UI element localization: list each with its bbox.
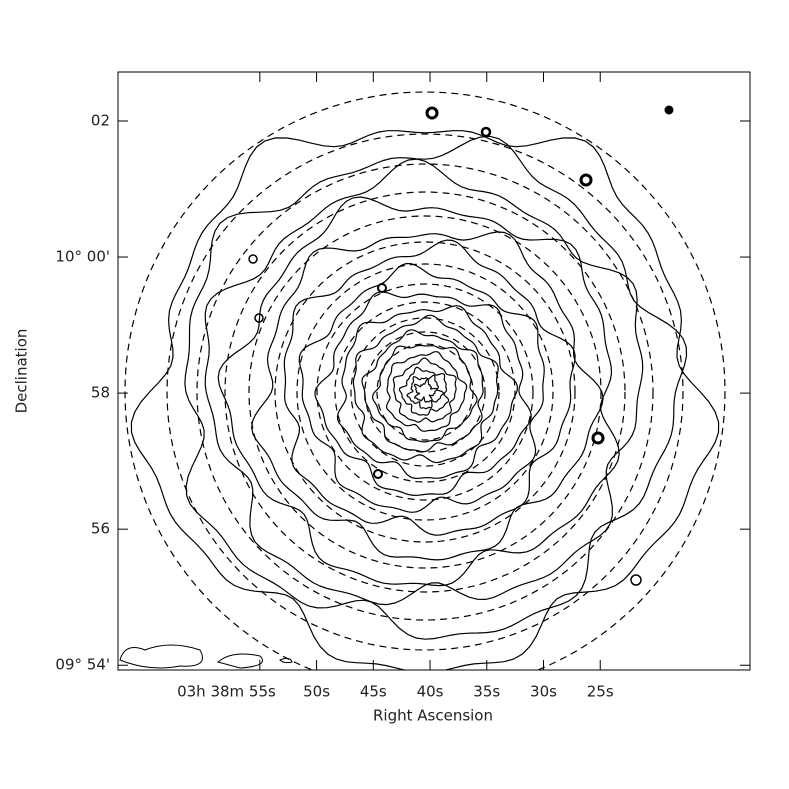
data-contour (352, 314, 499, 464)
data-contour (406, 374, 445, 410)
x-tick-label: 25s (587, 683, 614, 701)
data-contour (217, 196, 620, 587)
data-contour (204, 158, 644, 606)
source (254, 313, 264, 323)
source (373, 469, 383, 479)
y-tick-label: 09° 54' (55, 656, 110, 674)
model-contour (376, 343, 474, 441)
model-contour (274, 241, 576, 543)
model-contour (196, 163, 654, 621)
y-tick-label: 02 (91, 111, 110, 129)
x-tick-label: 03h 38m 55s (177, 683, 276, 701)
data-contour (371, 344, 478, 443)
x-tick-label: 30s (530, 683, 557, 701)
source (248, 254, 258, 264)
model-contour (224, 191, 626, 593)
model-contour (334, 301, 516, 483)
data-contour (314, 291, 532, 497)
model-contour (124, 91, 726, 670)
edge-noise (119, 644, 293, 669)
source (591, 431, 605, 445)
source (630, 574, 642, 586)
y-tick-label: 10° 00' (55, 248, 110, 266)
model-contour (248, 215, 602, 569)
source (425, 106, 439, 120)
y-tick-label: 58 (91, 384, 110, 402)
data-contour (283, 239, 576, 536)
plot-frame (117, 71, 751, 671)
data-contour (413, 378, 438, 403)
model-contour (296, 263, 554, 521)
source (579, 173, 593, 187)
data-contour (336, 305, 519, 480)
data-contour (251, 231, 604, 561)
data-contour (184, 135, 688, 640)
y-tick-label: 56 (91, 520, 110, 538)
point-sources (119, 105, 674, 669)
y-axis-label: Declination (13, 329, 31, 414)
x-tick-label: 45s (360, 683, 387, 701)
x-tick-label: 40s (417, 683, 444, 701)
x-axis-label: Right Ascension (373, 707, 493, 725)
source (664, 105, 674, 115)
data-contour (392, 357, 457, 423)
data-contour (298, 262, 545, 513)
model-contour (364, 331, 486, 453)
source (377, 283, 387, 293)
x-tick-label: 35s (473, 683, 500, 701)
model-contour (166, 133, 684, 651)
x-tick-label: 50s (303, 683, 330, 701)
contour-layer (124, 91, 726, 670)
data-contour (130, 130, 720, 670)
model-contour (316, 283, 534, 501)
source (480, 126, 492, 138)
data-contour (398, 366, 450, 416)
model-contour (350, 317, 500, 467)
data-contour (361, 329, 484, 453)
data-contour (385, 351, 468, 432)
